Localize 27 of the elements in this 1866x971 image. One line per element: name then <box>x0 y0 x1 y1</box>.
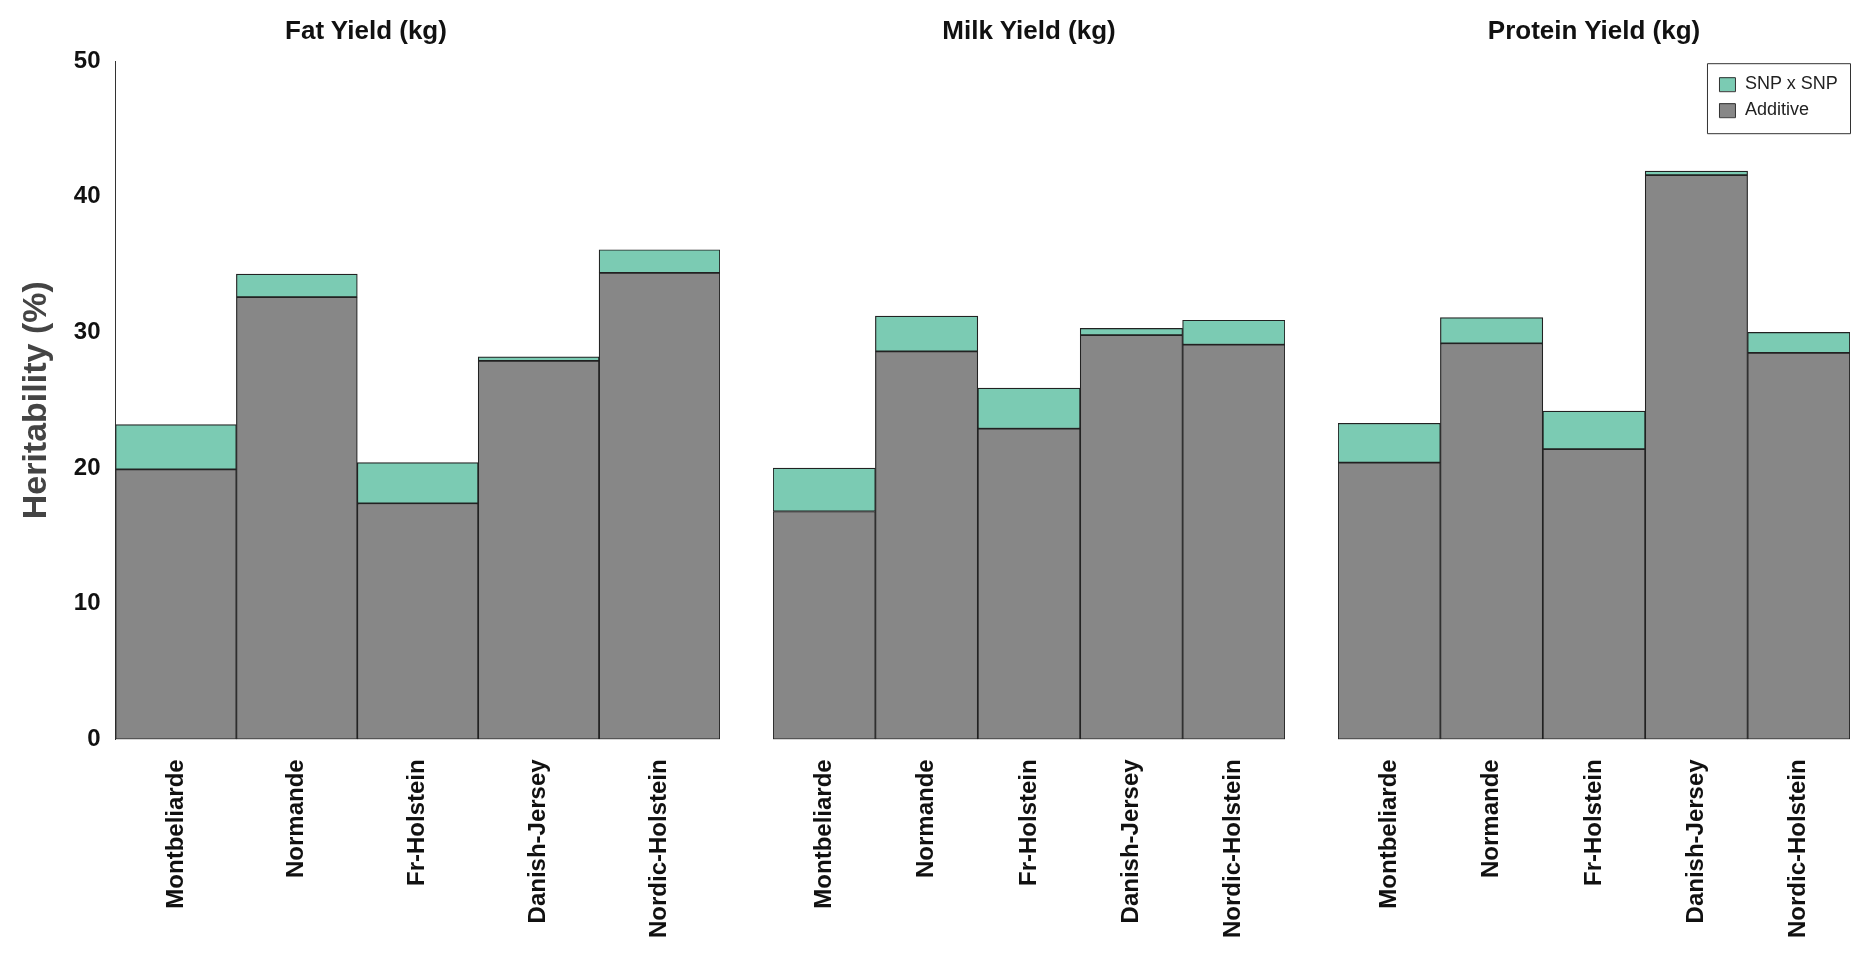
x-tick-label: Fr-Holstein <box>402 759 430 886</box>
x-tick-label: Nordic-Holstein <box>1783 759 1811 939</box>
chart-title: Protein Yield (kg) <box>1487 14 1701 45</box>
x-tick-label: Montbeliarde <box>1373 759 1401 909</box>
x-tick-label: Normande <box>281 759 309 879</box>
y-tick-label: 20 <box>73 452 101 480</box>
x-tick-label: Normande <box>1476 759 1504 879</box>
x-tick-label: Danish-Jersey <box>1116 758 1144 924</box>
chart-title: Milk Yield (kg) <box>942 14 1116 45</box>
y-tick-label: 10 <box>73 588 101 616</box>
y-tick-label: 0 <box>87 723 101 751</box>
x-tick-label: Nordic-Holstein <box>644 759 672 939</box>
x-tick-label: Fr-Holstein <box>1578 759 1606 886</box>
x-tick-label: Montbeliarde <box>160 759 188 909</box>
legend-label: Additive <box>1744 99 1810 120</box>
x-tick-label: Danish-Jersey <box>1681 758 1709 924</box>
chart-title: Fat Yield (kg) <box>285 14 447 45</box>
legend-label: SNP x SNP <box>1744 73 1838 94</box>
y-tick-label: 30 <box>73 317 101 345</box>
x-tick-label: Fr-Holstein <box>1013 759 1041 886</box>
y-axis-title: Heritability (%) <box>14 281 53 520</box>
x-tick-label: Danish-Jersey <box>523 758 551 924</box>
x-tick-label: Normande <box>911 759 939 879</box>
x-tick-label: Montbeliarde <box>808 759 836 909</box>
y-tick-label: 40 <box>73 181 101 209</box>
x-tick-label: Nordic-Holstein <box>1218 759 1246 939</box>
y-tick-label: 50 <box>73 45 101 73</box>
